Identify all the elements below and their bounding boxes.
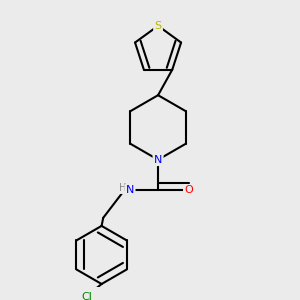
- Text: O: O: [184, 185, 193, 195]
- Text: H: H: [119, 183, 126, 193]
- Text: N: N: [154, 155, 162, 165]
- Text: S: S: [154, 21, 162, 31]
- Text: Cl: Cl: [82, 292, 92, 300]
- Text: N: N: [126, 185, 134, 195]
